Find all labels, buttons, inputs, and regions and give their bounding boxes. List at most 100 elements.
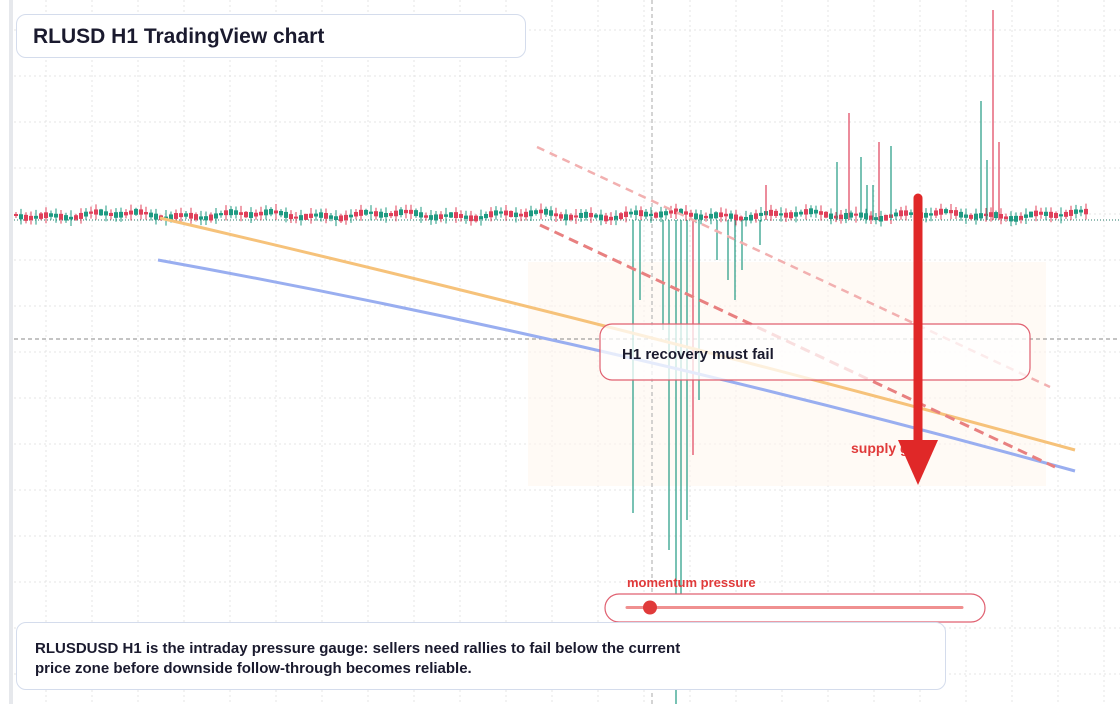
candle-body — [974, 213, 978, 220]
candle-body — [324, 213, 328, 219]
candle-body — [474, 215, 478, 222]
candle-body — [719, 212, 723, 218]
caption-box: RLUSDUSD H1 is the intraday pressure gau… — [16, 622, 946, 690]
candle-body — [724, 213, 728, 217]
candle-body — [814, 209, 818, 214]
candle-body — [244, 211, 248, 218]
candle-body — [384, 213, 388, 218]
candle-body — [374, 211, 378, 217]
candle-body — [229, 209, 233, 216]
candle-body — [1009, 216, 1013, 222]
candle-body — [699, 214, 703, 220]
candle-body — [669, 210, 673, 214]
candle-body — [294, 216, 298, 219]
candle-body — [54, 213, 58, 218]
candle-body — [519, 213, 523, 217]
candle-body — [99, 209, 103, 216]
candle-body — [329, 215, 333, 219]
candle-body — [249, 212, 253, 218]
candle-body — [794, 212, 798, 217]
candle-body — [494, 210, 498, 216]
candle-body — [844, 213, 848, 219]
candle-body — [579, 212, 583, 218]
candle-body — [1084, 208, 1088, 215]
candle-body — [554, 213, 558, 217]
candle-body — [484, 213, 488, 219]
candle-body — [884, 214, 888, 221]
candle-body — [1019, 215, 1023, 220]
candle-body — [234, 210, 238, 215]
candle-body — [644, 211, 648, 217]
candle-body — [359, 209, 363, 216]
gauge-knob — [643, 600, 657, 615]
candle-body — [659, 211, 663, 218]
candle-body — [679, 208, 683, 215]
candle-body — [869, 215, 873, 220]
candle-body — [409, 209, 413, 214]
candle-body — [449, 212, 453, 218]
candle-body — [239, 212, 243, 215]
candle-body — [709, 213, 713, 219]
candle-body — [599, 214, 603, 221]
candle-body — [804, 209, 808, 215]
candle-body — [184, 213, 188, 217]
candle-body — [274, 210, 278, 214]
candle-body — [14, 214, 18, 216]
candle-body — [79, 212, 83, 219]
caption: RLUSDUSD H1 is the intraday pressure gau… — [35, 640, 681, 677]
candle-body — [264, 209, 268, 216]
candle-body — [1039, 211, 1043, 215]
candle-body — [734, 214, 738, 221]
candle-body — [109, 212, 113, 217]
candle-body — [189, 212, 193, 219]
candle-body — [939, 208, 943, 215]
candle-body — [419, 212, 423, 218]
candle-body — [784, 212, 788, 218]
candle-body — [49, 213, 53, 217]
candle-body — [174, 213, 178, 219]
candle-body — [569, 214, 573, 220]
candle-body — [944, 209, 948, 214]
candle-body — [354, 211, 358, 217]
candle-body — [309, 213, 313, 218]
candle-body — [1044, 211, 1048, 216]
candle-body — [1034, 210, 1038, 217]
candle-body — [39, 213, 43, 219]
candle-body — [164, 216, 168, 220]
candle-body — [289, 214, 293, 220]
candle-body — [194, 214, 198, 220]
candle-body — [604, 215, 608, 222]
callout-label: H1 recovery must fail — [622, 346, 774, 363]
candle-body — [594, 214, 598, 218]
candle-body — [789, 212, 793, 219]
candle-body — [864, 213, 868, 220]
candle-body — [254, 212, 258, 217]
candle-body — [774, 210, 778, 216]
arrow-head — [898, 440, 938, 485]
candle-body — [854, 213, 858, 216]
candle-body — [459, 214, 463, 218]
candle-body — [524, 211, 528, 218]
candle-body — [169, 214, 173, 220]
candle-body — [624, 211, 628, 218]
candle-body — [704, 215, 708, 219]
gauge-label: momentum pressure — [627, 575, 756, 590]
candle-body — [969, 214, 973, 219]
candle-body — [1079, 209, 1083, 213]
candle-body — [1054, 212, 1058, 218]
candle-body — [339, 215, 343, 222]
candle-body — [994, 212, 998, 219]
candle-body — [799, 211, 803, 215]
candle-body — [924, 212, 928, 218]
candle-body — [34, 215, 38, 219]
candle-body — [629, 211, 633, 215]
candle-body — [1069, 209, 1073, 216]
candle-body — [899, 210, 903, 217]
candle-body — [539, 209, 543, 214]
candle-body — [744, 216, 748, 221]
candle-body — [849, 212, 853, 218]
candle-body — [444, 214, 448, 217]
candle-body — [204, 216, 208, 221]
candle-body — [29, 215, 33, 221]
